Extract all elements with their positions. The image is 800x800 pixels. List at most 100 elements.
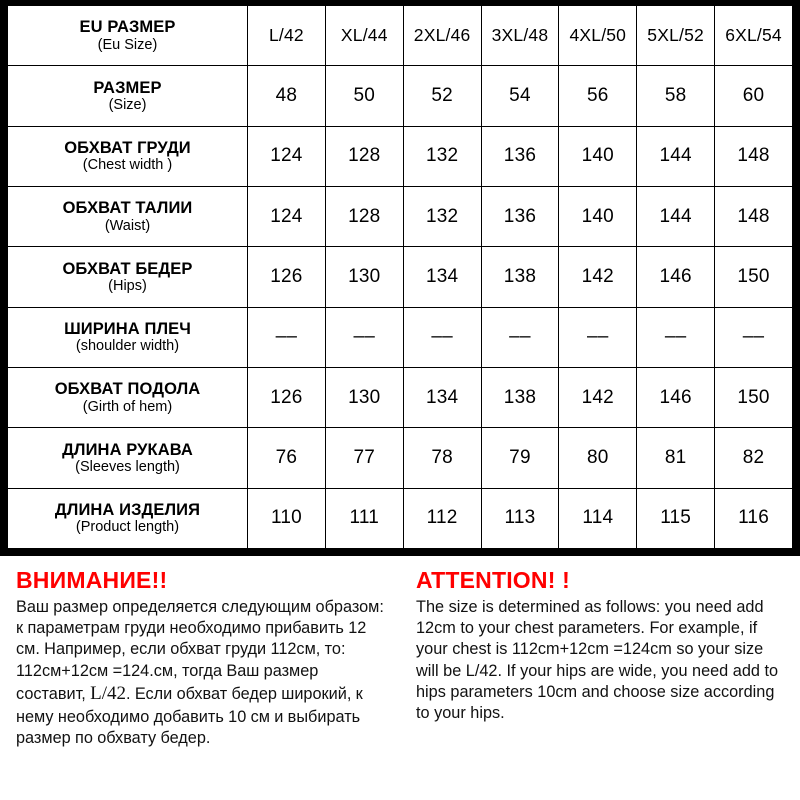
table-cell: –– <box>558 306 638 368</box>
table-cell: –– <box>480 306 560 368</box>
row-label-en: (Waist) <box>104 217 151 234</box>
table-cell: 144 <box>636 125 716 187</box>
table-row: ОБХВАТ ПОДОЛА (Girth of hem) 126 130 134 138 1… <box>7 366 793 429</box>
table-cell: 144 <box>636 185 716 248</box>
table-cell: –– <box>247 306 326 368</box>
row-label-cell: РАЗМЕР (Size) <box>7 65 248 127</box>
table-cell: 148 <box>714 185 793 248</box>
table-cell: 136 <box>480 125 560 187</box>
row-label-en: (Sleeves length) <box>75 459 180 476</box>
notice-english-body: The size is determined as follows: you n… <box>416 598 779 722</box>
table-cell: 124 <box>247 125 326 187</box>
table-cell: 50 <box>324 65 404 127</box>
table-cell: 148 <box>714 125 793 187</box>
table-cell: 132 <box>402 125 482 187</box>
table-cell: 54 <box>480 65 560 127</box>
table-row: ОБХВАТ БЕДЕР (Hips) 126 130 134 138 142 146 150 <box>7 246 793 308</box>
table-cell: 130 <box>324 366 404 429</box>
table-cell: 110 <box>247 487 326 550</box>
row-label-ru: ШИРИНА ПЛЕЧ <box>64 319 191 338</box>
table-cell: 138 <box>480 246 560 308</box>
row-label-cell: ОБХВАТ ТАЛИИ (Waist) <box>7 185 248 248</box>
row-label-ru: ДЛИНА РУКАВА <box>62 440 193 459</box>
table-cell: 136 <box>480 185 560 248</box>
table-cell: 48 <box>247 65 326 127</box>
table-cell: 56 <box>558 65 638 127</box>
table-cell: 52 <box>402 65 482 127</box>
notice-russian-size-value: L/42 <box>90 682 126 704</box>
row-label-ru: РАЗМЕР <box>93 78 162 97</box>
row-label-en: (Girth of hem) <box>82 398 173 415</box>
size-header-cell: 3XL/48 <box>480 4 560 67</box>
size-chart-table-container: EU РАЗМЕР (Eu Size) L/42 XL/44 2XL/46 3XL/48 4… <box>0 0 800 556</box>
table-cell: 150 <box>714 366 793 429</box>
notice-russian-heading: ВНИМАНИЕ!! <box>16 567 168 593</box>
row-label-ru: EU РАЗМЕР <box>79 18 176 37</box>
row-label-ru: ОБХВАТ ГРУДИ <box>64 138 191 157</box>
table-row: ОБХВАТ ТАЛИИ (Waist) 124 128 132 136 140 144 148 <box>7 185 793 248</box>
size-chart-table: EU РАЗМЕР (Eu Size) L/42 XL/44 2XL/46 3XL/48 4… <box>7 4 793 550</box>
row-label-en: (Chest width ) <box>82 157 173 174</box>
table-cell: 142 <box>558 246 638 308</box>
size-header-cell: 5XL/52 <box>636 4 716 67</box>
row-label-en: (Hips) <box>108 278 147 295</box>
table-cell: 130 <box>324 246 404 308</box>
table-row: ОБХВАТ ГРУДИ (Chest width ) 124 128 132 136 14… <box>7 125 793 187</box>
table-cell: 142 <box>558 366 638 429</box>
notice-english-heading: ATTENTION! ! <box>416 567 571 593</box>
row-label-cell: ДЛИНА ИЗДЕЛИЯ (Product length) <box>7 487 248 550</box>
table-cell: 80 <box>558 427 638 489</box>
size-header-cell: L/42 <box>247 4 326 67</box>
table-cell: –– <box>324 306 404 368</box>
table-row: ДЛИНА ИЗДЕЛИЯ (Product length) 110 111 112 11… <box>7 487 793 550</box>
notice-english: ATTENTION! ! The size is determined as f… <box>400 556 800 800</box>
table-cell: –– <box>402 306 482 368</box>
table-cell: 126 <box>247 246 326 308</box>
row-label-en: (Size) <box>108 97 147 114</box>
table-cell: –– <box>714 306 793 368</box>
row-label-en: (Product length) <box>75 519 180 536</box>
row-label-cell: ОБХВАТ БЕДЕР (Hips) <box>7 246 248 308</box>
notice-russian-body-part1: Ваш размер определяется следующим образо… <box>16 598 384 703</box>
row-label-en: (shoulder width) <box>75 338 180 355</box>
table-cell: 146 <box>636 366 716 429</box>
row-label-en: (Eu Size) <box>97 36 158 53</box>
row-label-cell: ДЛИНА РУКАВА (Sleeves length) <box>7 427 248 489</box>
row-label-ru: ОБХВАТ БЕДЕР <box>62 259 193 278</box>
table-cell: 115 <box>636 487 716 550</box>
table-cell: 79 <box>480 427 560 489</box>
table-row: ДЛИНА РУКАВА (Sleeves length) 76 77 78 79 80 81… <box>7 427 793 489</box>
notice-russian: ВНИМАНИЕ!! Ваш размер определяется следу… <box>0 556 400 800</box>
row-label-ru: ОБХВАТ ТАЛИИ <box>62 199 193 218</box>
size-header-cell: 4XL/50 <box>558 4 638 67</box>
table-cell: 124 <box>247 185 326 248</box>
table-cell: 128 <box>324 125 404 187</box>
size-header-cell: 6XL/54 <box>714 4 793 67</box>
table-cell: 140 <box>558 125 638 187</box>
table-cell: 111 <box>324 487 404 550</box>
table-cell: 126 <box>247 366 326 429</box>
table-cell: 77 <box>324 427 404 489</box>
notice-russian-body-part2: . Если обхват бедер широкий, к нему необ… <box>16 684 363 747</box>
table-cell: 138 <box>480 366 560 429</box>
size-header-cell: 2XL/46 <box>402 4 482 67</box>
table-cell: 128 <box>324 185 404 248</box>
table-cell: 134 <box>402 246 482 308</box>
table-cell: 150 <box>714 246 793 308</box>
table-cell: 76 <box>247 427 326 489</box>
table-cell: 146 <box>636 246 716 308</box>
table-cell: 140 <box>558 185 638 248</box>
size-chart-table-body: EU РАЗМЕР (Eu Size) L/42 XL/44 2XL/46 3XL/48 4… <box>7 4 793 550</box>
table-cell: 58 <box>636 65 716 127</box>
table-cell: 82 <box>714 427 793 489</box>
table-cell: 134 <box>402 366 482 429</box>
row-label-ru: ДЛИНА ИЗДЕЛИЯ <box>54 500 201 519</box>
table-row: ШИРИНА ПЛЕЧ (shoulder width) –– –– –– –– –– –– –… <box>7 306 793 368</box>
table-cell: 81 <box>636 427 716 489</box>
table-cell: 113 <box>480 487 560 550</box>
table-row: EU РАЗМЕР (Eu Size) L/42 XL/44 2XL/46 3XL/48 4… <box>7 4 793 67</box>
notice-section: ВНИМАНИЕ!! Ваш размер определяется следу… <box>0 556 800 800</box>
table-cell: 116 <box>714 487 793 550</box>
row-label-cell: ОБХВАТ ПОДОЛА (Girth of hem) <box>7 366 248 429</box>
